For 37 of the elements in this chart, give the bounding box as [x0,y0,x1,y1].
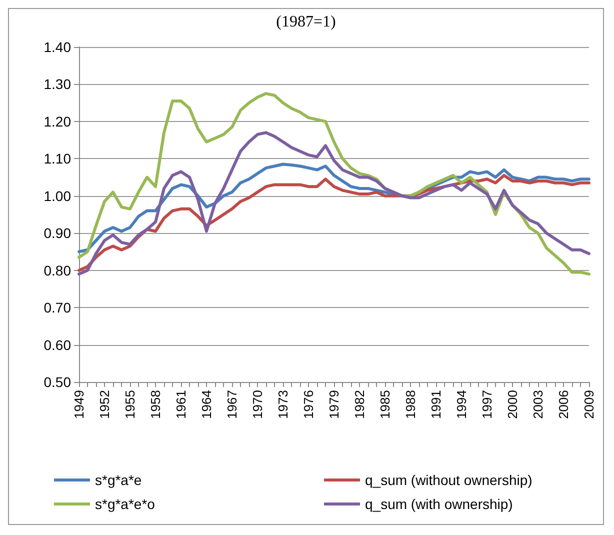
legend-label: s*g*a*e [95,472,142,488]
x-tick-label: 1973 [276,390,290,419]
x-tick-label: 1988 [403,390,418,419]
legend-label: q_sum (with ownership) [365,496,513,512]
x-tick-label: 1967 [224,390,240,419]
x-tick-label: 1964 [199,390,214,419]
x-tick-label: 1958 [148,390,163,419]
x-tick-label: 1976 [301,390,316,419]
chart-title: (1987=1) [276,14,336,30]
x-tick-label: 1970 [250,390,265,419]
x-tick-label: 1982 [352,390,367,419]
line-series [78,131,590,276]
x-tick-label: 1994 [454,390,469,419]
x-tick-label: 1949 [72,390,86,419]
y-tick-label: 1.30 [44,76,72,92]
x-tick-label: 2003 [530,390,546,419]
y-tick-label: 0.70 [44,300,72,316]
x-tick-label: 1979 [326,390,342,419]
x-tick-label: 2000 [505,390,520,419]
legend-label: s*g*a*e*o [95,496,156,512]
y-tick-label: 1.10 [44,150,72,167]
x-tick-label: 1952 [97,390,112,419]
y-tick-label: 1.40 [44,39,72,55]
y-tick-label: 0.80 [44,262,72,278]
x-tick-label: 1955 [122,390,138,419]
x-tick-label: 2009 [582,390,596,419]
y-tick-label: 1.00 [44,188,72,204]
x-tick-label: 2006 [556,390,571,419]
x-tick-label: 1961 [174,390,188,419]
x-tick-label: 1997 [480,390,494,419]
y-tick-label: 0.60 [44,336,72,353]
x-tick-label: 1991 [428,390,444,419]
x-tick-label: 1985 [378,390,392,419]
y-tick-label: 1.20 [44,113,72,130]
legend-label: q_sum (without ownership) [365,472,532,488]
y-tick-label: 0.50 [44,374,72,390]
y-tick-label: 0.90 [44,225,72,242]
